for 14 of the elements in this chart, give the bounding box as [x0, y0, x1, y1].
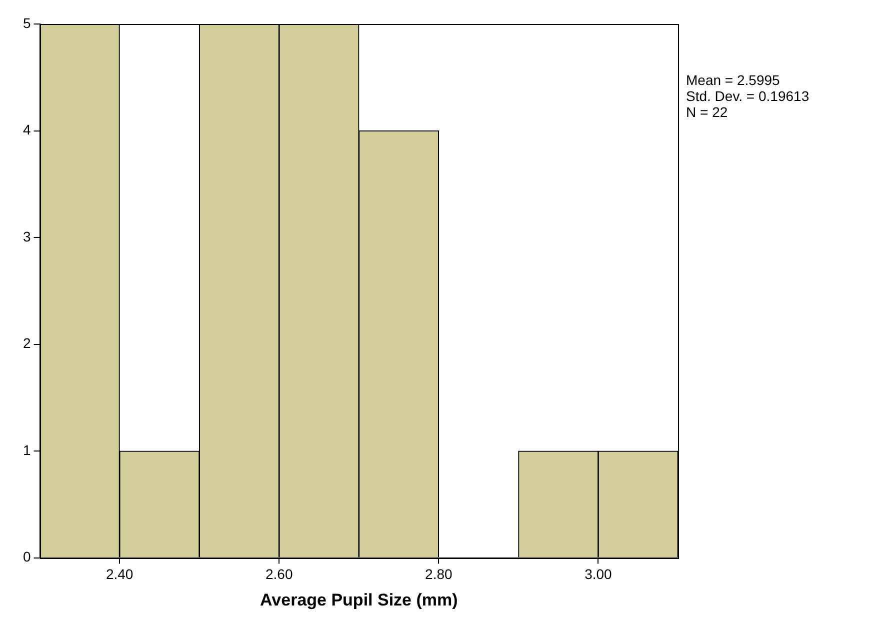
- x-tick-label: 2.60: [265, 566, 293, 582]
- x-tick-label: 2.80: [425, 566, 453, 582]
- x-tick-label: 3.00: [584, 566, 612, 582]
- y-tick-label: 0: [22, 548, 31, 565]
- y-tick-label: 1: [22, 442, 31, 458]
- text: Std. Dev. = 0.19613: [686, 88, 810, 104]
- x-tick-label: 2.40: [106, 566, 134, 582]
- y-tick-label: 3: [22, 228, 31, 244]
- y-tick-label: 5: [22, 14, 31, 31]
- y-tick-label: 4: [22, 122, 31, 138]
- text: Mean = 2.5995: [686, 72, 780, 88]
- text: N = 22: [686, 104, 728, 120]
- y-tick-label: 2: [22, 335, 31, 352]
- x-axis-title: Average Pupil Size (mm): [260, 590, 458, 610]
